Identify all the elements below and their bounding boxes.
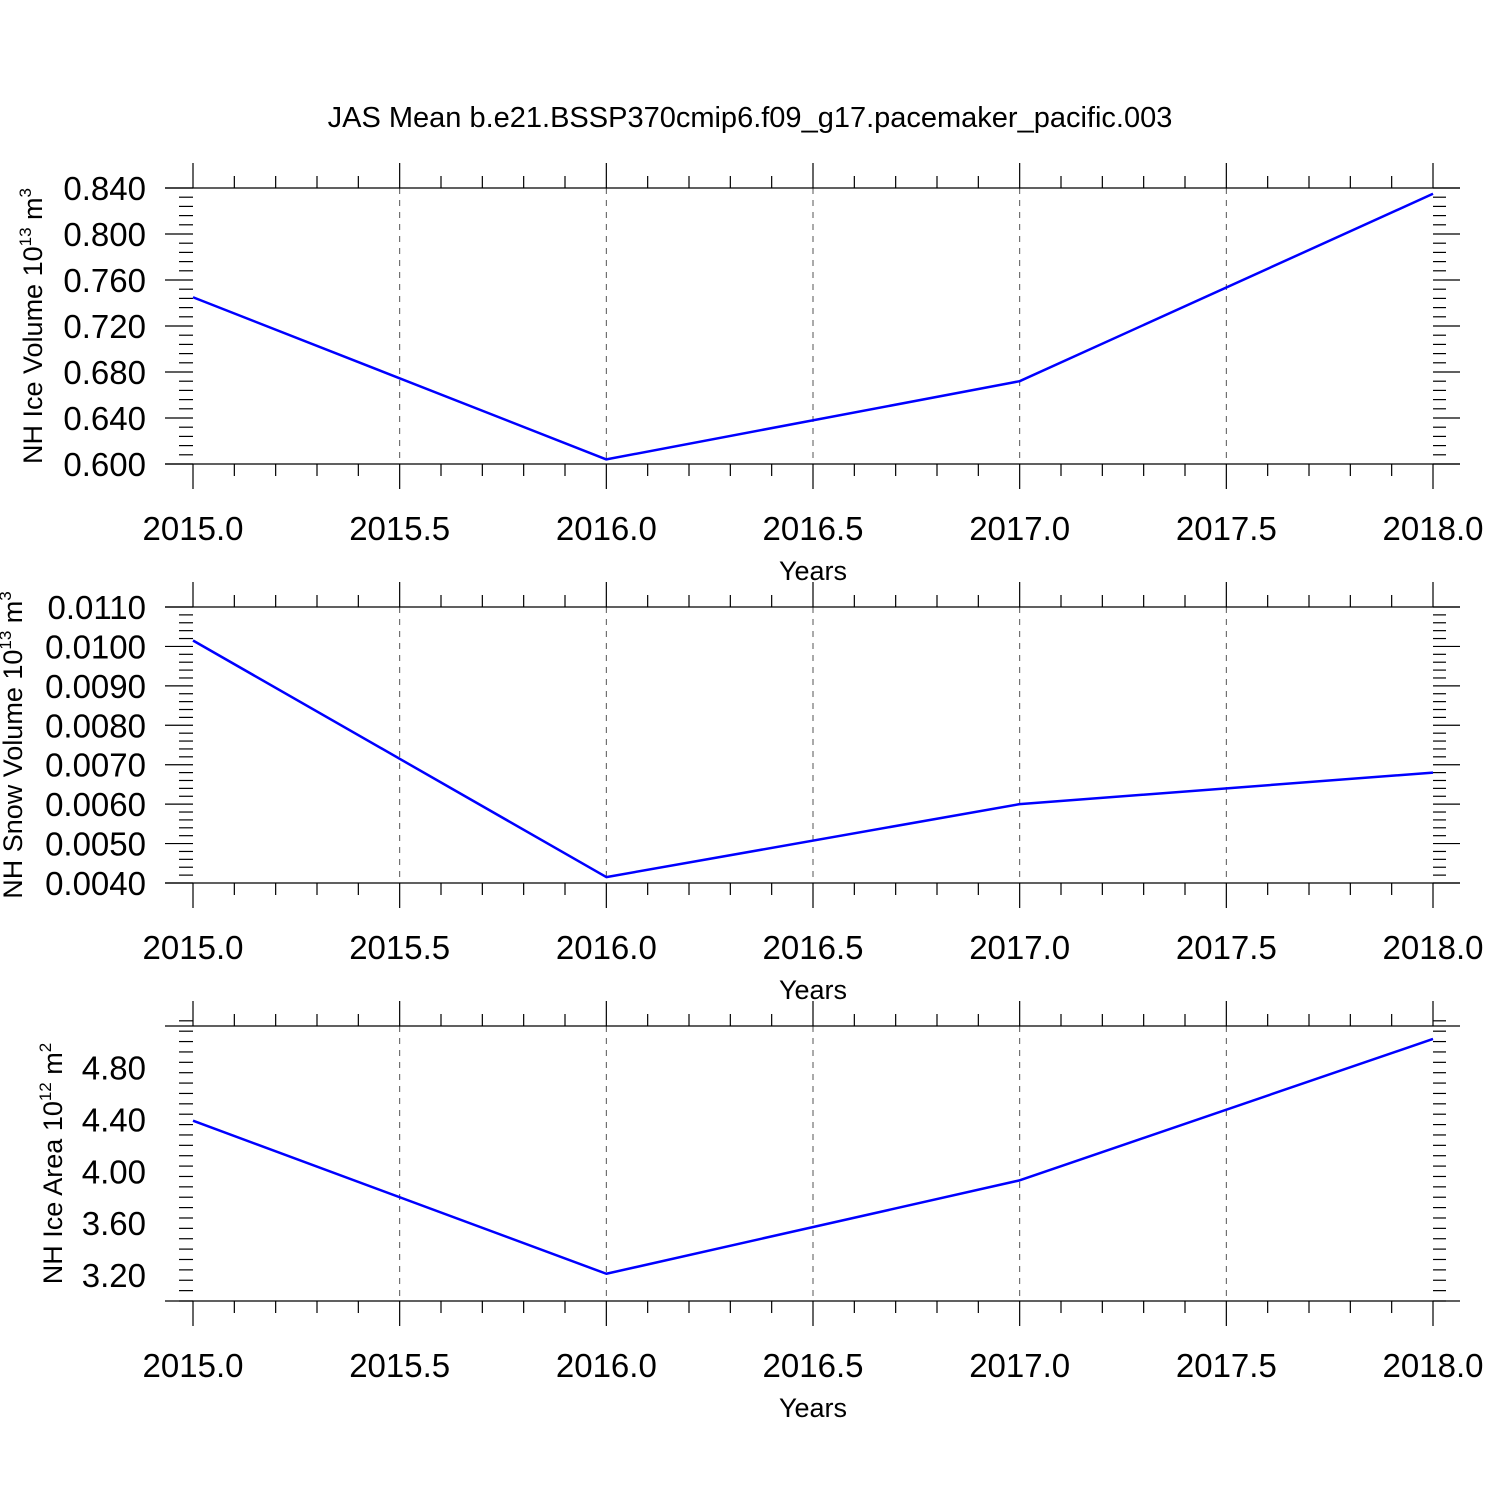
y-axis-title-part: m [0,601,28,631]
y-tick-label: 4.00 [82,1153,146,1190]
x-tick-label: 2015.5 [349,510,450,547]
x-tick-label: 2016.0 [556,510,657,547]
y-axis-title-superscript: 3 [16,188,35,197]
y-tick-label: 0.800 [63,216,146,253]
x-tick-label: 2015.0 [143,510,244,547]
y-tick-label: 0.0040 [45,865,146,902]
y-tick-label: 0.0050 [45,826,146,863]
y-tick-label: 0.0080 [45,707,146,744]
y-tick-label: 0.640 [63,400,146,437]
y-tick-label: 4.40 [82,1101,146,1138]
y-tick-label: 0.0090 [45,668,146,705]
chart-panel-2: 2015.0 2015.5 2016.0 2016.5 2017.0 2017.5 2018… [0,582,1483,1005]
x-tick-label: 2017.5 [1176,1347,1277,1384]
x-tick-label: 2016.0 [556,929,657,966]
x-tick-label: 2016.5 [763,929,864,966]
y-axis-title-superscript: 13 [16,227,35,246]
y-axis-title-part: NH Ice Volume 10 [18,246,48,464]
x-tick-label: 2015.0 [143,929,244,966]
x-tick-label: 2017.0 [969,510,1070,547]
y-axis-title: NH Ice Area 1012 m2 [36,1043,68,1284]
y-axis-title-superscript: 2 [36,1043,55,1052]
y-tick-label: 0.680 [63,354,146,391]
y-tick-label: 3.20 [82,1257,146,1294]
y-axis-title-part: m [38,1052,68,1082]
chart-panels: 2015.0 2015.5 2016.0 2016.5 2017.0 2017.5 2018… [0,163,1483,1423]
y-axis-title: NH Snow Volume 1013 m3 [0,591,28,899]
x-tick-label: 2017.5 [1176,510,1277,547]
y-tick-label: 0.0060 [45,786,146,823]
y-tick-label: 4.80 [82,1050,146,1087]
x-tick-label: 2017.0 [969,929,1070,966]
series-line [192,192,1434,461]
y-tick-label: 0.0110 [48,589,146,626]
y-tick-label: 0.0100 [45,628,146,665]
y-tick-label: 0.0070 [45,747,146,784]
x-axis-title: Years [779,556,847,586]
series-line [192,1037,1434,1276]
chart-title: JAS Mean b.e21.BSSP370cmip6.f09_g17.pace… [328,102,1173,134]
y-tick-label: 0.600 [63,446,146,483]
y-tick-label: 0.720 [63,308,146,345]
y-axis-title-superscript: 3 [0,591,15,600]
y-axis-title-part: NH Snow Volume 10 [0,650,28,899]
x-tick-label: 2016.0 [556,1347,657,1384]
x-tick-label: 2017.0 [969,1347,1070,1384]
x-tick-label: 2018.0 [1383,1347,1484,1384]
x-tick-label: 2016.5 [763,510,864,547]
chart-panel-1: 2015.0 2015.5 2016.0 2016.5 2017.0 2017.5 2018… [16,163,1483,586]
x-tick-label: 2018.0 [1383,929,1484,966]
y-tick-label: 3.60 [82,1205,146,1242]
x-tick-label: 2015.0 [143,1347,244,1384]
x-tick-label: 2017.5 [1176,929,1277,966]
y-axis-title-part: m [18,197,48,227]
chart-panel-3: 2015.0 2015.5 2016.0 2016.5 2017.0 2017.5 2018… [36,1001,1483,1423]
series-line [192,639,1434,879]
x-axis-title: Years [779,975,847,1005]
y-tick-label: 0.840 [63,170,146,207]
y-tick-label: 0.760 [63,262,146,299]
x-tick-label: 2015.5 [349,929,450,966]
x-tick-label: 2018.0 [1383,510,1484,547]
x-tick-label: 2015.5 [349,1347,450,1384]
y-axis-title-part: NH Ice Area 10 [38,1101,68,1284]
y-axis-title-superscript: 12 [36,1082,55,1101]
y-axis-title-superscript: 13 [0,631,15,650]
x-axis-title: Years [779,1393,847,1423]
x-tick-label: 2016.5 [763,1347,864,1384]
y-axis-title: NH Ice Volume 1013 m3 [16,188,48,464]
